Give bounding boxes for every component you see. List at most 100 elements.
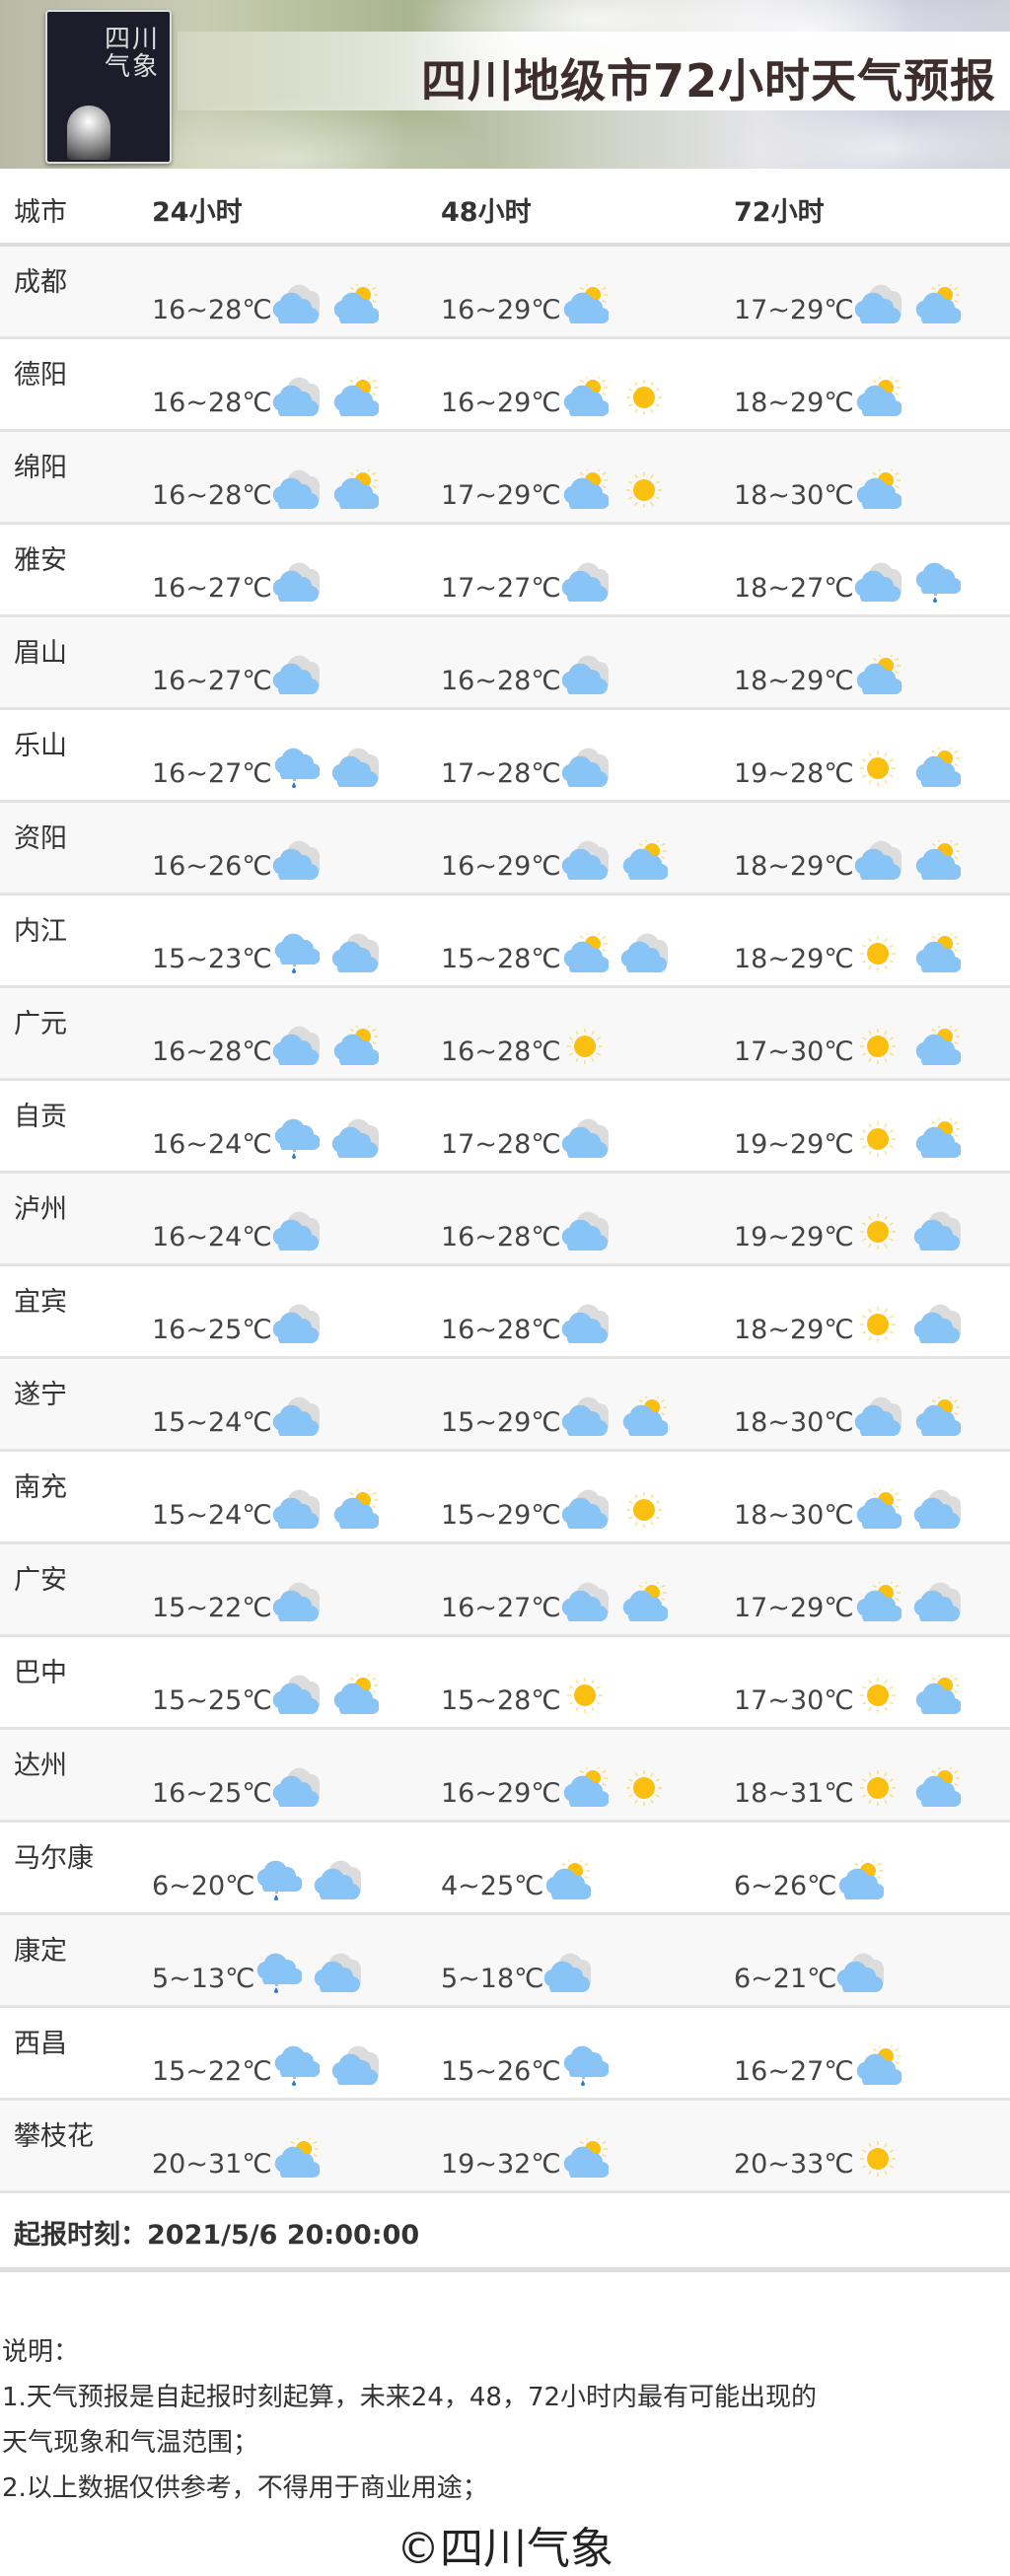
cloudy-icon	[561, 655, 609, 695]
table-row: 宜宾 16~25℃ 16~28℃ 18~29℃	[0, 1266, 1010, 1359]
forecast-cell-48h: 16~29℃	[441, 832, 668, 882]
city-name: 内江	[14, 916, 67, 947]
forecast-cell-72h: 18~29℃	[734, 925, 961, 974]
temperature-range: 16~28℃	[152, 480, 272, 511]
partly-cloudy-icon	[333, 377, 379, 417]
forecast-cell-48h: 15~28℃	[441, 925, 668, 974]
city-name: 西昌	[14, 2029, 67, 2059]
forecast-cell-72h: 18~29℃	[734, 1296, 961, 1345]
sunny-icon	[625, 380, 662, 415]
forecast-cell-24h: 20~31℃	[152, 2130, 320, 2180]
partly-cloudy-icon	[274, 2138, 320, 2179]
notes-title: 说明：	[2, 2337, 80, 2367]
forecast-cell-48h: 19~32℃	[441, 2130, 609, 2180]
city-name: 攀枝花	[14, 2121, 94, 2152]
sunny-icon	[859, 1770, 896, 1806]
temperature-range: 15~24℃	[152, 1500, 272, 1531]
forecast-cell-48h: 16~27℃	[441, 1574, 668, 1623]
forecast-cell-48h: 16~29℃	[441, 1759, 668, 1809]
partly-cloudy-icon	[915, 1675, 961, 1715]
forecast-cell-72h: 18~30℃	[734, 1481, 961, 1531]
forecast-cell-72h: 18~29℃	[734, 369, 902, 418]
table-row: 眉山 16~27℃ 16~28℃ 18~29℃	[0, 617, 1010, 710]
forecast-cell-72h: 18~30℃	[734, 1389, 961, 1438]
temperature-range: 15~25℃	[152, 1685, 272, 1716]
sichuan-weather-logo: 四川气象	[45, 10, 172, 164]
temperature-range: 19~29℃	[734, 1222, 854, 1252]
partly-cloudy-icon	[622, 1582, 668, 1622]
temperature-range: 16~25℃	[152, 1315, 272, 1345]
sunny-icon	[859, 1214, 896, 1250]
cloudy-icon	[331, 2045, 379, 2086]
partly-cloudy-icon	[563, 2138, 609, 2179]
forecast-cell-72h: 18~29℃	[734, 832, 961, 882]
cloudy-icon	[854, 284, 902, 324]
cloudy-icon	[561, 1489, 609, 1530]
partly-cloudy-icon	[333, 1026, 379, 1066]
notes: 说明： 1.天气预报是自起报时刻起算，未来24，48，72小时内最有可能出现的 …	[2, 2329, 817, 2511]
sunny-icon	[625, 1770, 662, 1806]
sunny-icon	[859, 1678, 896, 1713]
sunny-icon	[625, 472, 662, 508]
table-row: 康定 5~13℃ 5~18℃ 6~21℃	[0, 1915, 1010, 2008]
forecast-cell-48h: 17~28℃	[441, 1110, 609, 1160]
partly-cloudy-icon	[622, 840, 668, 881]
cloudy-icon	[272, 1489, 320, 1530]
forecast-cell-72h: 18~31℃	[734, 1759, 961, 1809]
temperature-range: 17~28℃	[441, 758, 561, 789]
forecast-cell-48h: 17~29℃	[441, 462, 668, 511]
col-72h: 72小时	[734, 197, 825, 228]
forecast-cell-72h: 16~27℃	[734, 2038, 902, 2087]
table-row: 内江 15~23℃ 15~28℃ 18~29℃	[0, 895, 1010, 988]
col-city: 城市	[14, 197, 67, 228]
partly-cloudy-icon	[333, 1489, 379, 1530]
forecast-cell-24h: 16~24℃	[152, 1110, 379, 1160]
cloudy-icon	[561, 1118, 609, 1159]
forecast-cell-24h: 16~28℃	[152, 369, 379, 418]
city-name: 达州	[14, 1751, 67, 1781]
partly-cloudy-icon	[333, 469, 379, 510]
table-row: 广安 15~22℃ 16~27℃ 17~29℃	[0, 1544, 1010, 1637]
sunny-icon	[859, 751, 896, 786]
cloudy-icon	[272, 1582, 320, 1622]
city-name: 成都	[14, 267, 67, 298]
table-row: 雅安 16~27℃ 17~27℃ 18~27℃	[0, 525, 1010, 617]
temperature-range: 16~27℃	[152, 758, 272, 789]
partly-cloudy-icon	[563, 933, 609, 973]
temperature-range: 16~29℃	[441, 388, 561, 418]
cloudy-icon	[561, 840, 609, 881]
partly-cloudy-icon	[915, 748, 961, 788]
cloudy-icon	[272, 655, 320, 695]
temperature-range: 17~28℃	[441, 1129, 561, 1160]
forecast-cell-72h: 19~28℃	[734, 740, 961, 789]
forecast-cell-48h: 16~28℃	[441, 1018, 609, 1067]
partly-cloudy-icon	[915, 1026, 961, 1066]
sunny-icon	[859, 1121, 896, 1157]
cloudy-icon	[913, 1582, 961, 1622]
table-row: 巴中 15~25℃ 15~28℃ 17~30℃	[0, 1637, 1010, 1730]
city-name: 资阳	[14, 823, 67, 854]
forecast-cell-48h: 15~29℃	[441, 1389, 668, 1438]
cloudy-icon	[561, 1396, 609, 1437]
temperature-range: 17~29℃	[734, 1593, 854, 1623]
temperature-range: 18~29℃	[734, 388, 854, 418]
city-name: 乐山	[14, 731, 67, 761]
forecast-cell-72h: 6~21℃	[734, 1945, 885, 1994]
logo-text: 四川气象	[104, 25, 160, 82]
forecast-cell-48h: 16~28℃	[441, 1296, 609, 1345]
temperature-range: 16~29℃	[441, 851, 561, 882]
cloudy-icon	[561, 562, 609, 603]
temperature-range: 16~28℃	[152, 388, 272, 418]
cloudy-icon	[272, 1675, 320, 1715]
cloudy-icon	[913, 1304, 961, 1344]
table-row: 西昌 15~22℃ 15~26℃ 16~27℃	[0, 2008, 1010, 2101]
temperature-range: 16~28℃	[441, 1222, 561, 1252]
forecast-cell-24h: 16~26℃	[152, 832, 320, 882]
forecast-cell-24h: 16~24℃	[152, 1203, 320, 1252]
cloudy-icon	[272, 1211, 320, 1252]
temperature-range: 15~22℃	[152, 1593, 272, 1623]
table-row: 马尔康 6~20℃ 4~25℃ 6~26℃	[0, 1823, 1010, 1915]
issue-time: 起报时刻：2021/5/6 20:00:00	[14, 2220, 420, 2251]
temperature-range: 15~26℃	[441, 2056, 561, 2087]
city-name: 南充	[14, 1472, 67, 1503]
